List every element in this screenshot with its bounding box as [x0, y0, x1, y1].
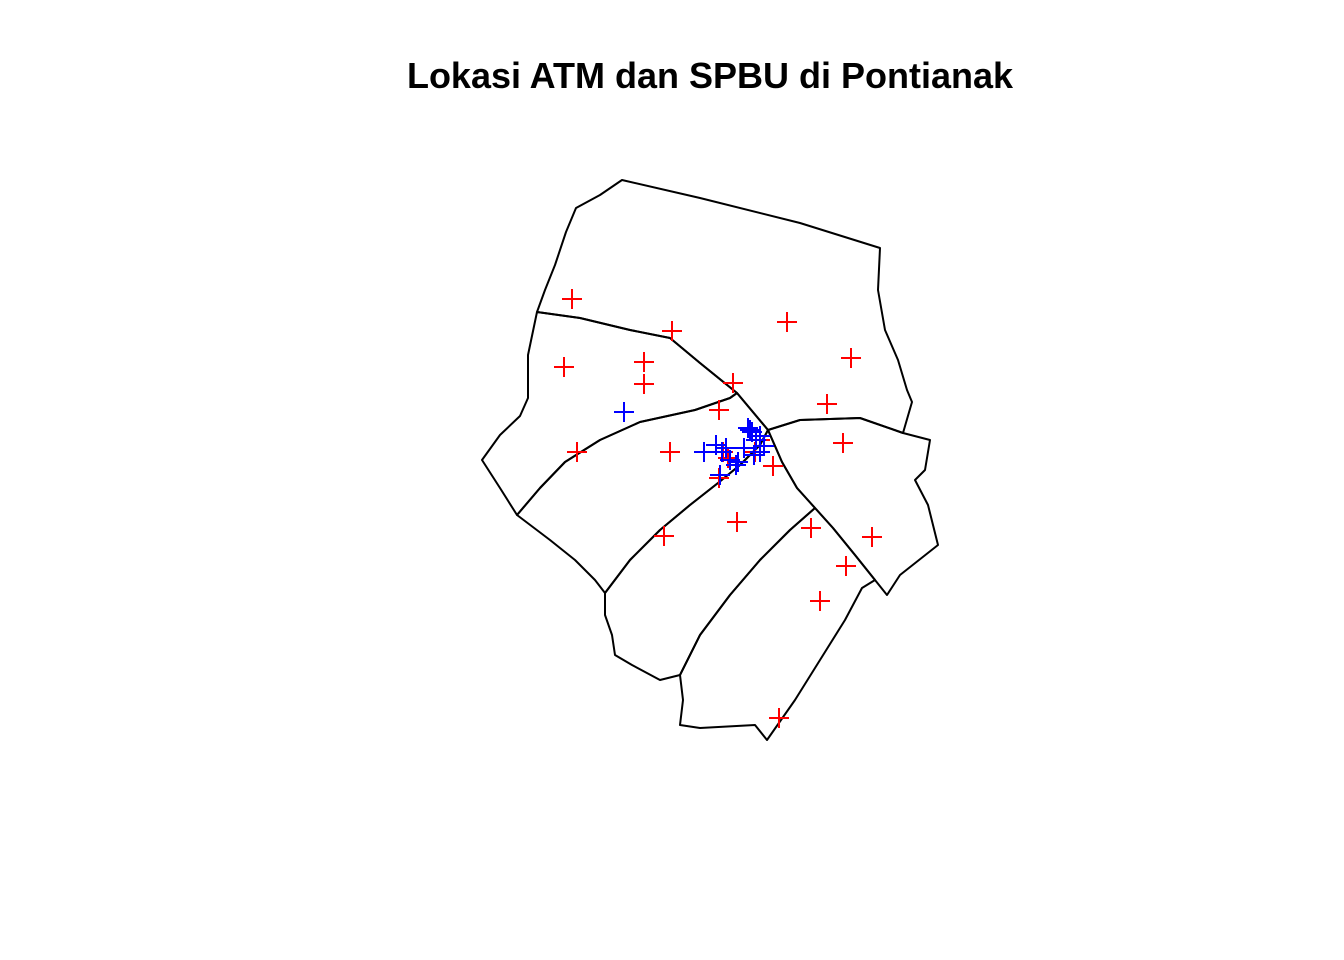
atm-layer: [554, 289, 882, 728]
region-central: [604, 429, 816, 681]
red-plus-marker: [709, 400, 729, 420]
blue-plus-marker: [738, 418, 758, 438]
blue-plus-marker: [712, 442, 732, 462]
red-plus-marker: [836, 556, 856, 576]
blue-plus-marker: [740, 420, 760, 440]
red-plus-marker: [777, 312, 797, 332]
red-plus-marker: [769, 708, 789, 728]
red-plus-marker: [833, 433, 853, 453]
blue-plus-marker: [726, 455, 746, 475]
district-boundaries: [481, 179, 939, 741]
blue-plus-marker: [614, 402, 634, 422]
red-plus-marker: [801, 518, 821, 538]
region-east: [767, 417, 939, 596]
red-plus-marker: [654, 526, 674, 546]
red-plus-marker: [727, 512, 747, 532]
red-plus-marker: [567, 442, 587, 462]
red-plus-marker: [662, 321, 682, 341]
blue-plus-marker: [750, 442, 770, 462]
map-title: Lokasi ATM dan SPBU di Pontianak: [406, 55, 1014, 96]
red-plus-marker: [862, 527, 882, 547]
red-plus-marker: [634, 352, 654, 372]
region-west: [481, 311, 738, 516]
blue-plus-marker: [716, 438, 736, 458]
blue-plus-marker: [728, 452, 748, 472]
red-plus-marker: [817, 394, 837, 414]
blue-plus-marker: [694, 442, 714, 462]
blue-plus-marker: [734, 438, 754, 458]
red-plus-marker: [660, 442, 680, 462]
blue-plus-marker: [742, 422, 762, 442]
red-plus-marker: [763, 456, 783, 476]
spbu-layer: [614, 402, 774, 485]
red-plus-marker: [810, 591, 830, 611]
region-central-west: [516, 392, 769, 594]
region-south: [679, 507, 876, 741]
red-plus-marker: [723, 373, 743, 393]
region-north: [536, 179, 913, 434]
red-plus-marker: [634, 374, 654, 394]
red-plus-marker: [841, 348, 861, 368]
blue-plus-marker: [710, 465, 730, 485]
red-plus-marker: [562, 289, 582, 309]
red-plus-marker: [554, 357, 574, 377]
